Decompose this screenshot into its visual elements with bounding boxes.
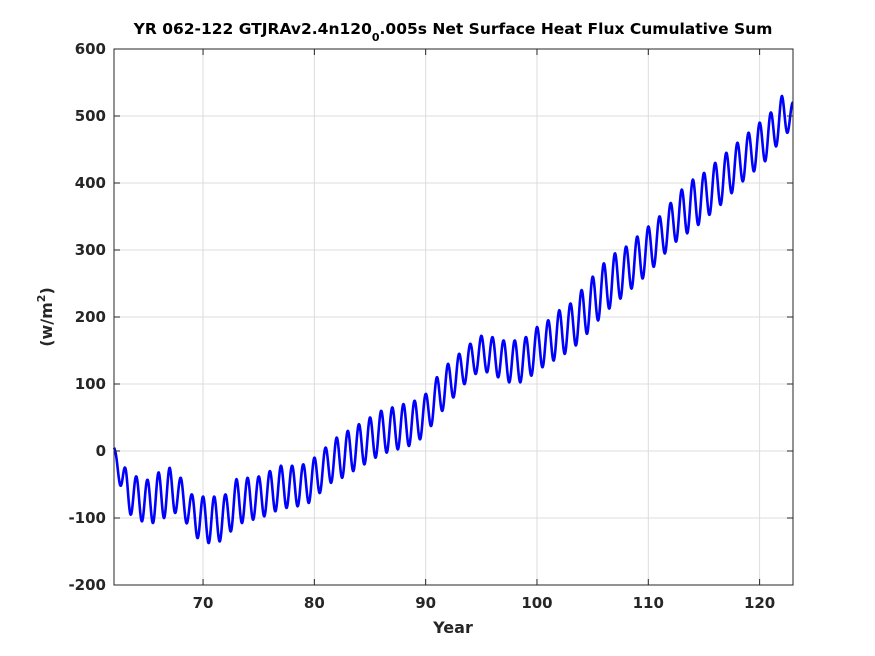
chart-title-subscript: 0 [372,31,380,44]
x-tick-label: 110 [633,594,664,612]
chart-title-rest: .005s Net Surface Heat Flux Cumulative S… [380,20,773,38]
data-series [112,94,795,545]
y-tick-label: 0 [96,442,106,460]
y-tick-label: -100 [68,509,106,527]
y-tick-labels: -200 -100 0 100 200 300 400 500 600 [68,40,106,594]
chart-title: YR 062-122 GTJRAv2.4n1200.005s Net Surfa… [133,20,773,44]
y-axis-label-prefix: (w/m [37,302,56,347]
x-tick-label: 90 [415,594,436,612]
y-axis-label: (w/m2) [35,287,56,347]
grid-lines [114,49,793,585]
x-tick-label: 120 [744,594,775,612]
x-axis-label: Year [432,618,473,637]
y-axis-label-superscript: 2 [35,295,48,303]
y-tick-label: 500 [75,107,106,125]
y-tick-label: 300 [75,241,106,259]
axis-ticks [114,48,793,586]
x-tick-labels: 70 80 90 100 110 120 [193,594,776,612]
chart-title-main: YR 062-122 GTJRAv2.4n120 [133,20,372,38]
series-line [112,94,795,545]
y-tick-label: 200 [75,308,106,326]
x-tick-label: 100 [521,594,552,612]
x-tick-label: 70 [193,594,214,612]
y-tick-label: -200 [68,576,106,594]
x-tick-label: 80 [304,594,325,612]
y-tick-label: 100 [75,375,106,393]
y-axis-label-suffix: ) [37,287,56,294]
y-tick-label: 400 [75,174,106,192]
y-tick-label: 600 [75,40,106,58]
